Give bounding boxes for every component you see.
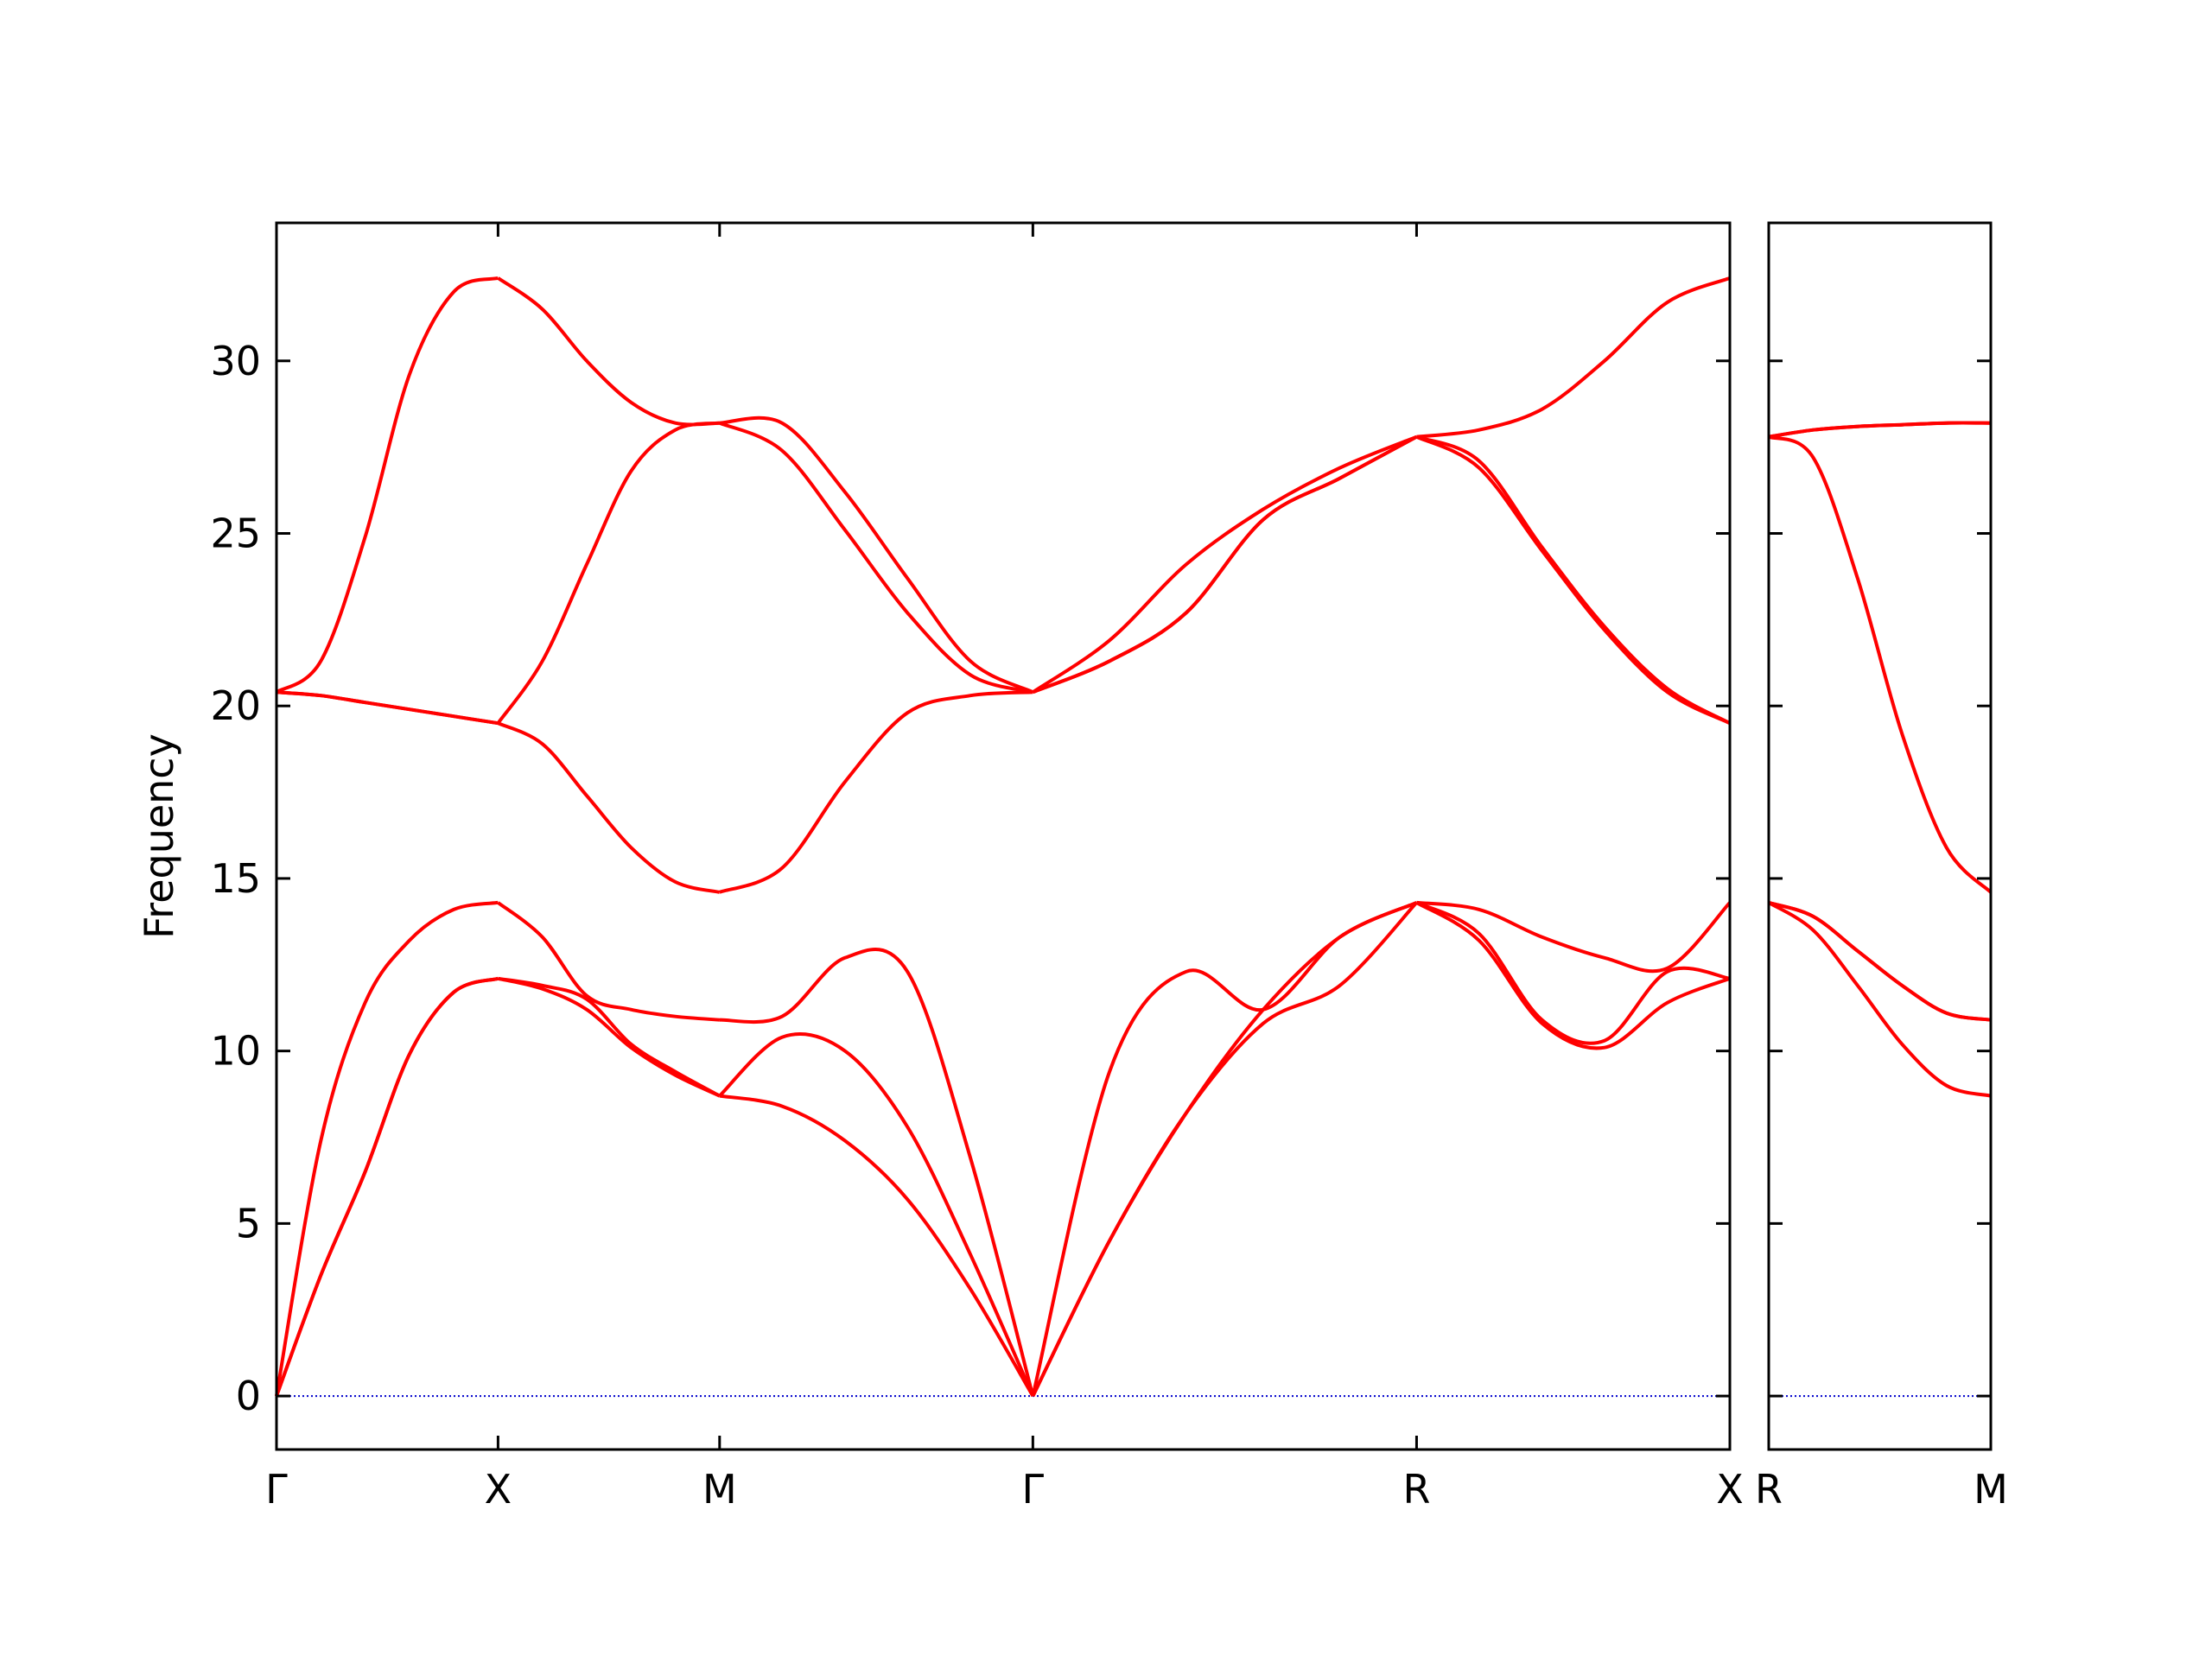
y-tick-label: 10 — [210, 1028, 261, 1075]
band-line — [1768, 421, 1992, 439]
x-tick-label: Γ — [265, 1466, 288, 1513]
y-axis-label: Frequency — [136, 733, 182, 939]
band-line — [275, 900, 1732, 1397]
band-line — [275, 901, 1731, 1397]
y-tick-label: 5 — [236, 1200, 261, 1246]
x-tick-label: X — [485, 1466, 512, 1513]
x-tick-label: X — [1716, 1466, 1744, 1513]
x-tick-label: R — [1402, 1466, 1430, 1513]
band-line — [276, 421, 1731, 726]
plot-frame — [275, 221, 1732, 1451]
plot-frame — [1767, 221, 1993, 1451]
band-line — [1767, 901, 1992, 1098]
x-tick-label: M — [1974, 1466, 2008, 1513]
y-tick-label: 30 — [210, 338, 261, 384]
band-line — [275, 276, 1731, 695]
x-tick-label: M — [702, 1466, 737, 1513]
y-tick-label: 25 — [210, 510, 261, 556]
y-tick-label: 0 — [236, 1373, 261, 1419]
y-tick-label: 15 — [210, 855, 261, 902]
y-tick-label: 20 — [210, 682, 261, 729]
x-tick-label: Γ — [1022, 1466, 1045, 1513]
band-line — [1768, 900, 1992, 1022]
x-tick-label: R — [1755, 1466, 1783, 1513]
band-line — [1768, 435, 1993, 894]
